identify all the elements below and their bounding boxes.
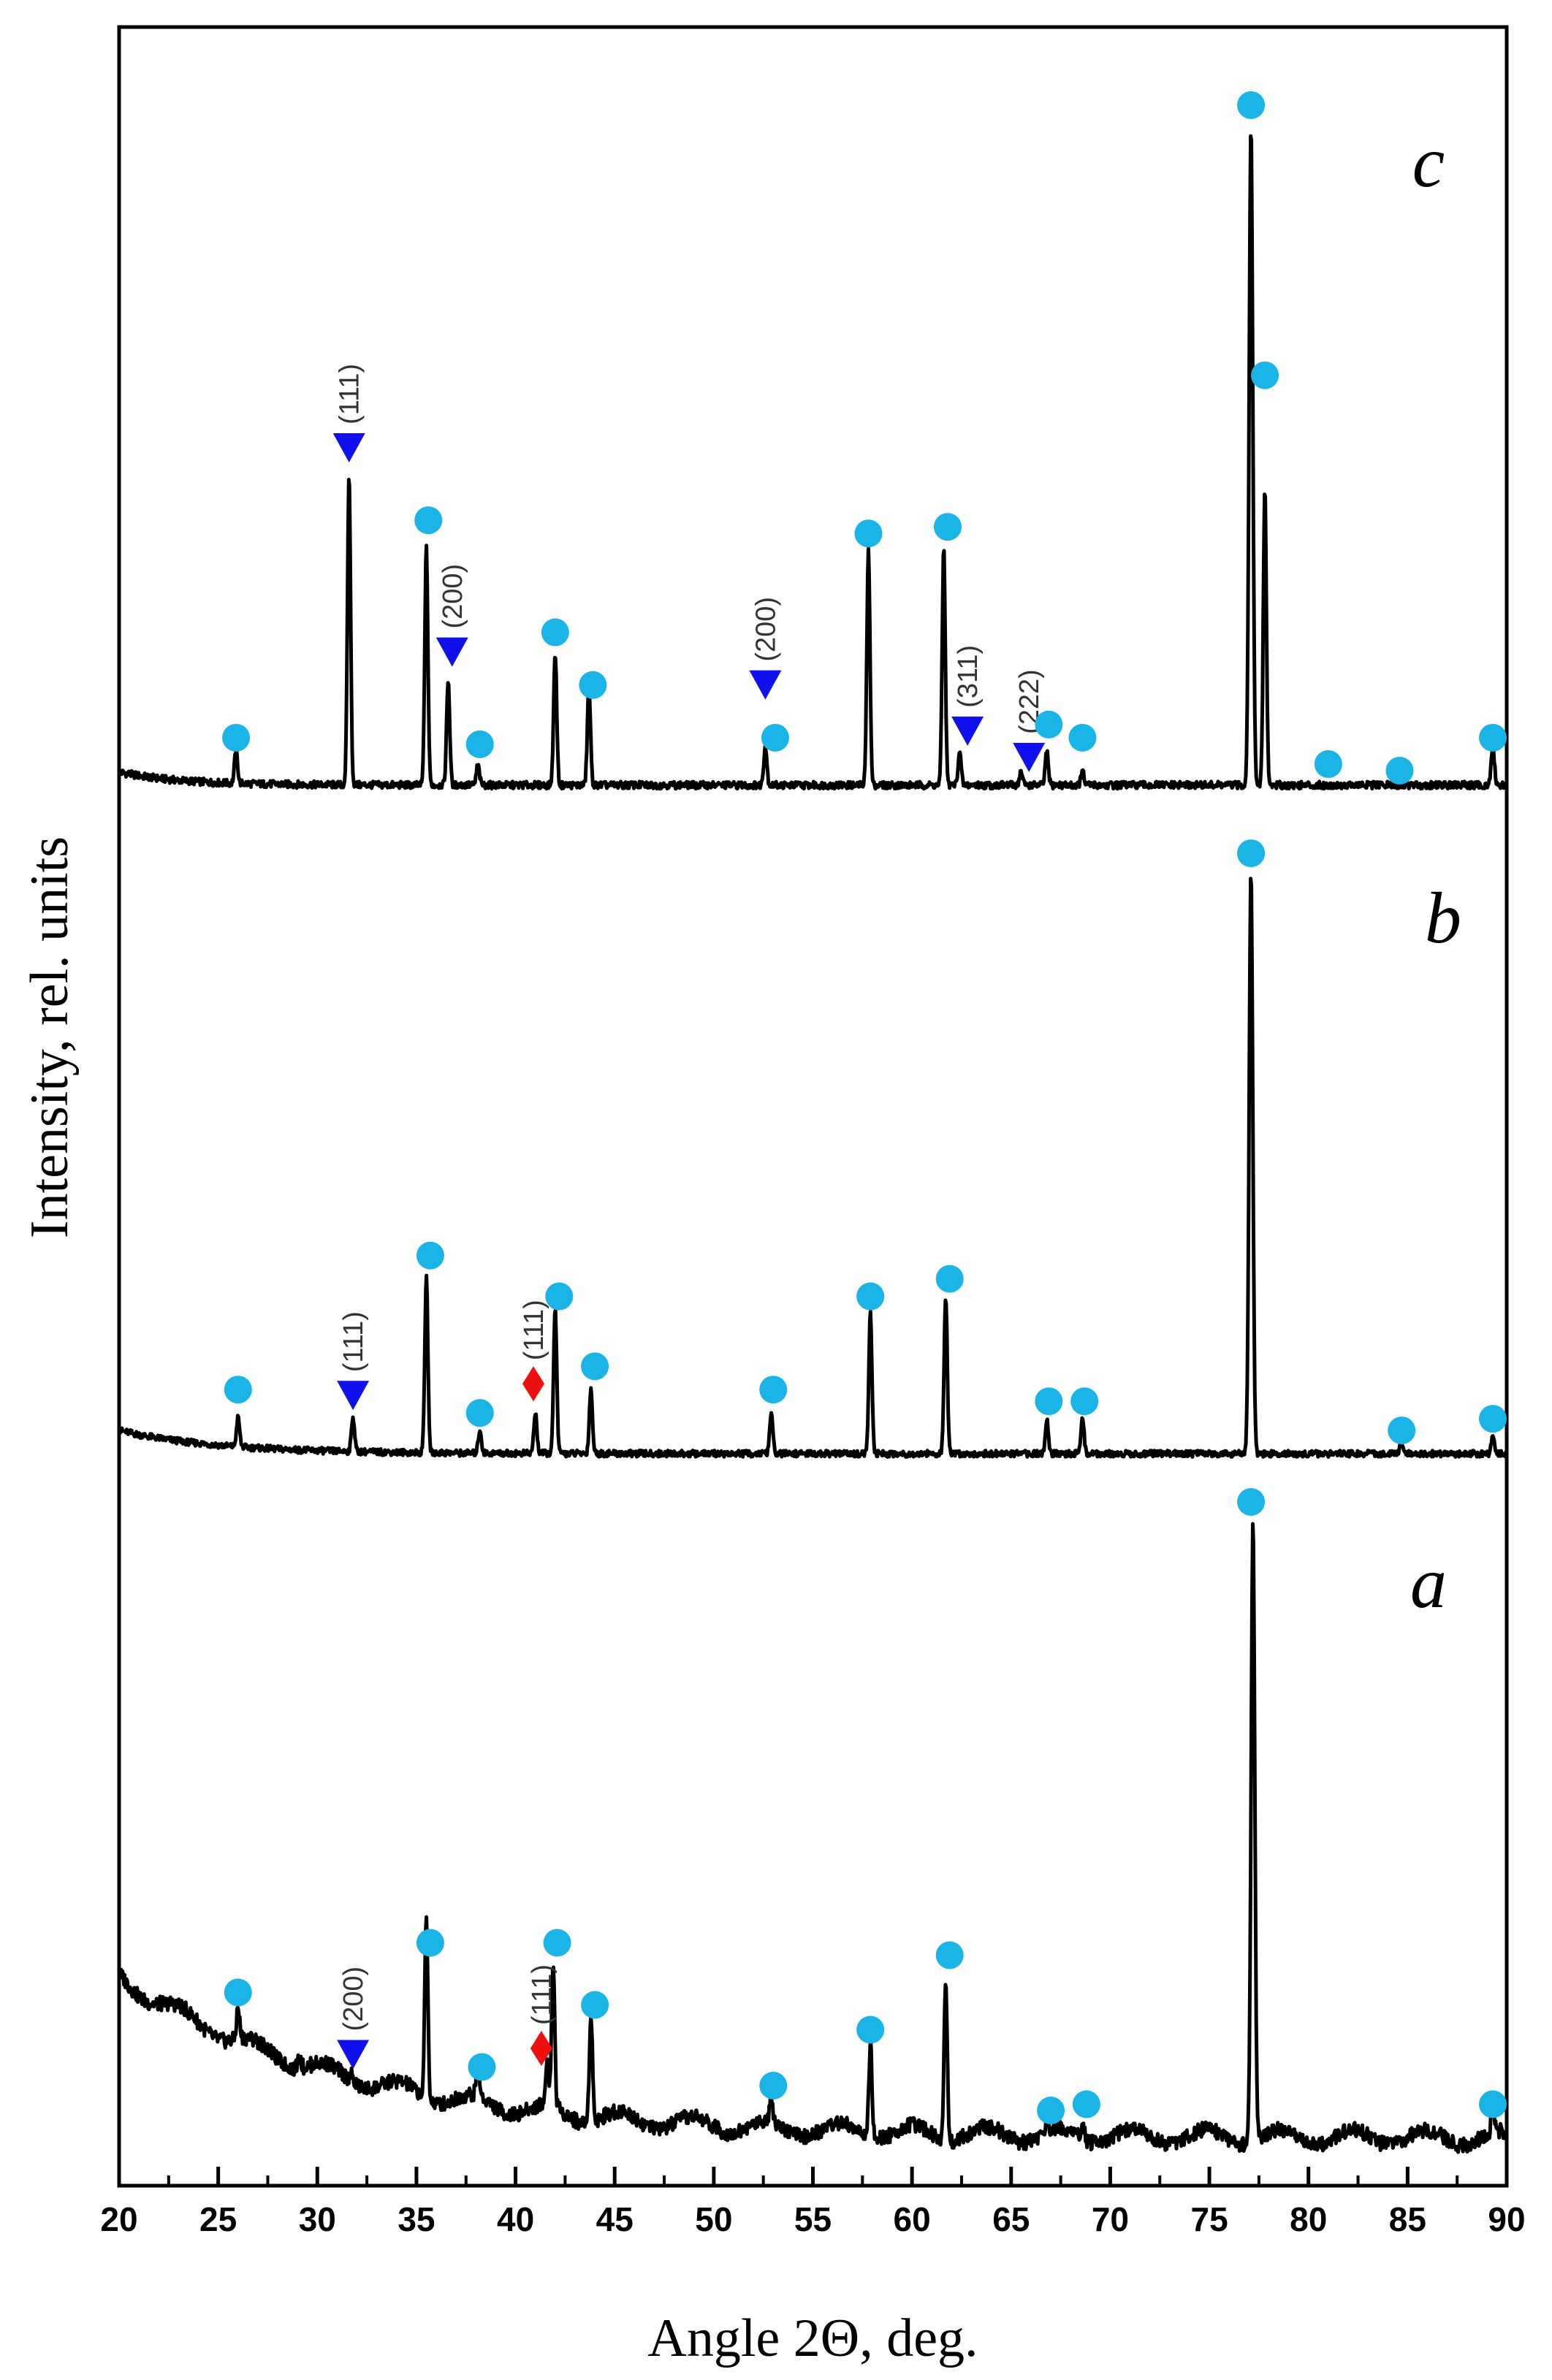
- phase-marker-circle: [856, 1282, 885, 1311]
- phase-marker-circle: [1251, 361, 1279, 389]
- phase-marker-circle: [1388, 1416, 1416, 1445]
- phase-marker-circle: [759, 1376, 788, 1404]
- x-tick-label: 80: [1290, 2200, 1327, 2238]
- x-tick-label: 65: [992, 2200, 1030, 2238]
- phase-marker-circle: [414, 506, 443, 535]
- hkl-label: (200): [338, 1967, 369, 2032]
- phase-marker-triangle: [749, 670, 782, 700]
- phase-marker-circle: [224, 1978, 252, 2007]
- x-tick-label: 40: [497, 2200, 534, 2238]
- peak-point: [943, 548, 944, 549]
- phase-marker-circle: [541, 618, 569, 647]
- x-tick-label: 90: [1488, 2200, 1525, 2238]
- peak-point: [553, 1963, 554, 1964]
- phase-marker-circle: [1070, 1387, 1099, 1416]
- phase-marker-diamond: [522, 1366, 544, 1402]
- x-tick-label: 75: [1190, 2200, 1228, 2238]
- plot-frame: [117, 25, 1509, 2188]
- x-tick-label: 70: [1092, 2200, 1129, 2238]
- hkl-label: (311): [953, 645, 984, 708]
- phase-marker-triangle: [951, 716, 984, 746]
- phase-marker-circle: [1479, 1405, 1507, 1433]
- phase-marker-circle: [468, 2053, 496, 2081]
- phase-marker-diamond: [530, 2031, 552, 2066]
- series-b-line: [118, 877, 1508, 1459]
- x-tick-label: 55: [794, 2200, 832, 2238]
- peak-point: [1252, 1520, 1253, 1521]
- phase-marker-circle: [761, 723, 789, 752]
- phase-marker-circle: [1237, 91, 1266, 119]
- phase-marker-circle: [416, 1241, 444, 1270]
- panel-label-c: c: [1412, 121, 1445, 202]
- phase-marker-circle: [224, 1376, 252, 1404]
- phase-marker-circle: [465, 1399, 494, 1427]
- phase-marker-circle: [1479, 723, 1507, 752]
- phase-marker-circle: [581, 1352, 609, 1381]
- phase-marker-circle: [416, 1929, 444, 1957]
- x-tick-label: 25: [199, 2200, 237, 2238]
- phase-marker-triangle: [332, 432, 365, 462]
- x-axis-ticks: 20 25 30 35 40 45 50 55 60 65 70 75 80 85 90: [100, 2167, 1526, 2238]
- x-tick-label: 30: [299, 2200, 336, 2238]
- phase-marker-circle: [759, 2072, 788, 2099]
- hkl-label: (111): [335, 364, 365, 424]
- hkl-label: (111): [338, 1311, 369, 1372]
- hkl-label: (200): [750, 597, 781, 662]
- phase-marker-circle: [1237, 839, 1266, 868]
- series-c-line: [117, 134, 1509, 791]
- x-tick-label: 85: [1389, 2200, 1426, 2238]
- phase-marker-circle: [935, 1265, 964, 1293]
- peak-point: [1265, 488, 1266, 489]
- hkl-label: (111): [519, 1300, 549, 1360]
- phase-marker-circle: [465, 730, 494, 758]
- phase-marker-circle: [1035, 710, 1063, 739]
- series-b: (111) (111) b: [118, 839, 1508, 1459]
- phase-marker-circle: [545, 1282, 574, 1311]
- x-tick-label: 35: [397, 2200, 435, 2238]
- peak-point: [1082, 2119, 1083, 2120]
- phase-marker-triangle: [337, 1381, 370, 1411]
- panel-label-a: a: [1410, 1542, 1447, 1623]
- phase-marker-circle: [222, 723, 251, 752]
- series-a: (200) (111) a: [117, 1488, 1509, 2154]
- hkl-label: (111): [527, 1964, 558, 2025]
- phase-marker-circle: [1068, 723, 1097, 752]
- phase-marker-circle: [1314, 750, 1342, 778]
- phase-marker-circle: [1385, 756, 1414, 785]
- panel-label-b: b: [1425, 877, 1461, 958]
- x-axis-title: Angle 2Θ, deg.: [647, 2308, 978, 2368]
- x-tick-label: 50: [695, 2200, 732, 2238]
- phase-marker-circle: [1237, 1488, 1266, 1516]
- y-axis-title: Intensity, rel. units: [20, 836, 80, 1238]
- phase-marker-circle: [933, 513, 962, 541]
- phase-marker-circle: [854, 519, 883, 548]
- hkl-label: (200): [438, 564, 468, 629]
- series-a-line: [117, 1522, 1509, 2154]
- x-tick-label: 60: [894, 2200, 931, 2238]
- phase-marker-triangle: [337, 2040, 370, 2070]
- series-c: (111)(200)(200)(311) (222)c: [117, 91, 1509, 791]
- peak-point: [448, 679, 449, 680]
- phase-marker-circle: [856, 2015, 885, 2044]
- x-tick-label: 20: [100, 2200, 137, 2238]
- phase-marker-circle: [543, 1929, 571, 1957]
- phase-marker-triangle: [1013, 742, 1046, 772]
- phase-marker-circle: [581, 1991, 609, 2019]
- phase-marker-circle: [1072, 2090, 1100, 2118]
- phase-marker-circle: [1035, 1387, 1063, 1416]
- phase-marker-circle: [1479, 2090, 1507, 2118]
- phase-marker-triangle: [435, 637, 468, 667]
- x-tick-label: 45: [596, 2200, 634, 2238]
- phase-marker-circle: [1037, 2097, 1065, 2124]
- phase-marker-circle: [579, 671, 607, 699]
- phase-marker-circle: [935, 1941, 964, 1969]
